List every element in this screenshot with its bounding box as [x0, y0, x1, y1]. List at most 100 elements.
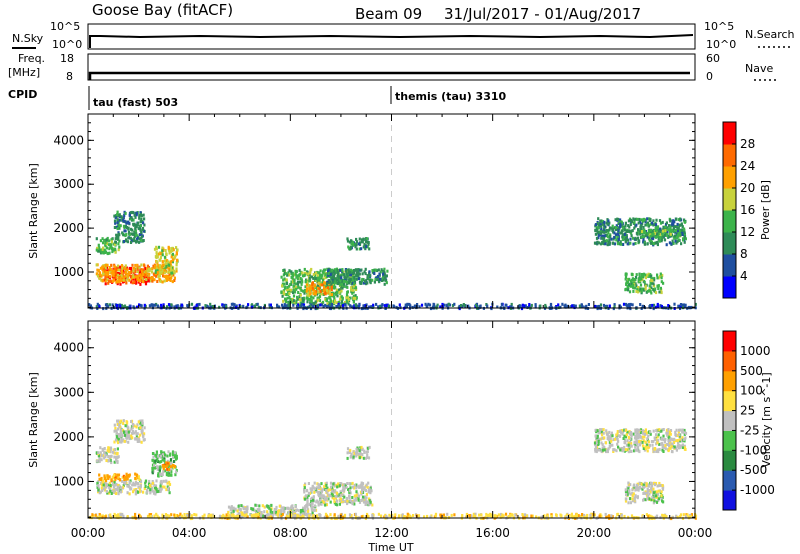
scatter-cell [278, 305, 281, 309]
scatter-cell [112, 491, 115, 494]
scatter-cell [117, 492, 120, 496]
scatter-cell [212, 305, 215, 309]
scatter-cell [142, 213, 145, 217]
scatter-cell [349, 491, 352, 495]
scatter-cell [340, 279, 343, 283]
scatter-cell [302, 506, 305, 510]
scatter-cell [155, 251, 158, 255]
scatter-cell [174, 254, 177, 258]
scatter-cell [101, 448, 104, 452]
scatter-cell [606, 448, 609, 452]
scatter-cell [349, 247, 352, 251]
scatter-cell [172, 258, 175, 262]
scatter-cell [316, 499, 319, 503]
scatter-cell [318, 296, 321, 300]
scatter-cell [657, 433, 660, 437]
scatter-cell [416, 303, 419, 306]
scatter-cell [96, 515, 99, 519]
scatter-cell [636, 428, 639, 432]
scatter-region [346, 237, 371, 251]
scatter-cell [620, 242, 623, 246]
scatter-cell [627, 435, 630, 439]
scatter-cell [375, 269, 379, 273]
scatter-cell [647, 434, 650, 438]
scatter-cell [162, 479, 165, 483]
scatter-cell [132, 222, 135, 226]
scatter-cell [306, 297, 309, 301]
scatter-cell [599, 223, 602, 227]
scatter-cell [353, 278, 356, 282]
station-title: Goose Bay (fitACF) [92, 1, 233, 19]
scatter-cell [99, 239, 102, 243]
scatter-cell [136, 234, 139, 238]
scatter-cell [349, 486, 352, 490]
scatter-cell [636, 486, 639, 490]
scatter-cell [362, 487, 365, 491]
scatter-cell [620, 229, 623, 233]
scatter-cell [287, 301, 290, 305]
scatter-cell [377, 279, 381, 283]
scatter-cell [113, 219, 117, 223]
scatter-cell [118, 213, 121, 217]
scatter-cell [625, 493, 628, 497]
scatter-cell [624, 287, 628, 291]
scatter-cell [140, 230, 143, 234]
scatter-cell [122, 484, 125, 487]
scatter-cell [140, 275, 143, 279]
scatter-cell [333, 295, 336, 299]
scatter-cell [116, 236, 119, 240]
scatter-cell [368, 247, 371, 251]
scatter-cell [341, 304, 345, 307]
scatter-cell [629, 492, 632, 496]
scatter-cell [339, 490, 342, 494]
scatter-cell [138, 233, 141, 237]
scatter-cell [664, 437, 667, 441]
scatter-cell [628, 282, 631, 286]
scatter-cell [113, 440, 116, 444]
scatter-cell [598, 448, 601, 452]
scatter-cell [358, 494, 361, 498]
scatter-cell [163, 259, 166, 263]
scatter-cell [681, 225, 684, 229]
scatter-cell [98, 305, 101, 309]
scatter-cell [348, 494, 351, 498]
scatter-cell [630, 449, 633, 453]
scatter-cell [95, 237, 98, 241]
scatter-cell [649, 290, 652, 293]
scatter-cell [669, 219, 672, 223]
scatter-cell [629, 437, 632, 441]
scatter-cell [134, 430, 137, 434]
scatter-cell [648, 497, 651, 501]
scatter-cell [637, 277, 641, 281]
scatter-cell [594, 449, 597, 453]
scatter-cell [237, 507, 240, 511]
scatter-cell [646, 445, 650, 449]
scatter-cell [608, 226, 612, 230]
scatter-cell [308, 274, 311, 278]
scatter-cell [354, 283, 357, 287]
scatter-cell [367, 446, 370, 450]
scatter-cell [673, 220, 676, 224]
scatter-cell [357, 498, 360, 502]
scatter-cell [308, 279, 311, 283]
scatter-cell [163, 275, 166, 279]
scatter-cell [234, 507, 237, 511]
scatter-cell [102, 487, 105, 491]
scatter-cell [130, 432, 134, 436]
scatter-cell [324, 276, 327, 280]
scatter-cell [106, 273, 109, 277]
scatter-cell [152, 303, 155, 307]
scatter-cell [160, 266, 164, 270]
scatter-cell [656, 273, 659, 277]
scatter-cell [288, 284, 291, 288]
scatter-cell [99, 266, 102, 270]
scatter-cell [358, 485, 361, 489]
scatter-cell [332, 482, 335, 486]
scatter-cell [675, 446, 678, 450]
scatter-cell [673, 302, 676, 306]
scatter-cell [138, 303, 141, 307]
scatter-cell [626, 430, 629, 434]
scatter-cell [668, 444, 671, 447]
scatter-cell [329, 273, 332, 276]
scatter-cell [534, 303, 537, 307]
